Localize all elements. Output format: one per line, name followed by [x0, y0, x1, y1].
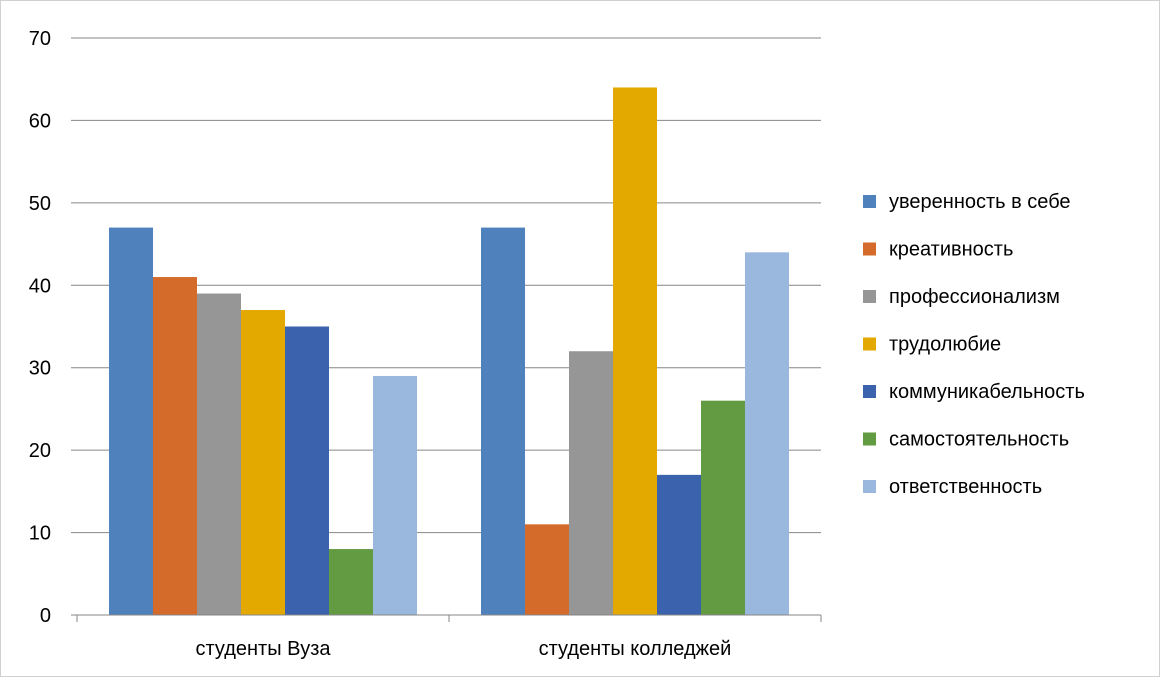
bar-2-1	[153, 277, 197, 615]
bar-3-2	[569, 351, 613, 615]
y-axis-tick-labels: 0 10 20 30 40 50 60 70	[29, 28, 51, 627]
bar-1-1	[109, 227, 153, 616]
bar-3-1	[197, 293, 241, 615]
category-label: студенты колледжей	[539, 638, 732, 660]
bar-2-2	[525, 524, 569, 615]
y-tick-label: 60	[29, 110, 51, 132]
bar-4-1	[241, 310, 285, 615]
legend-swatch	[863, 432, 876, 446]
legend-swatch	[863, 195, 876, 208]
y-tick-label: 20	[29, 440, 51, 462]
legend-label: коммуникабельность	[889, 381, 1085, 403]
x-axis-category-labels: студенты Вуза студенты колледжей	[195, 638, 731, 660]
bar-7-1	[373, 375, 417, 615]
legend-label: трудолюбие	[889, 334, 1001, 356]
bar-7-2	[745, 252, 789, 616]
bar-6-2	[701, 400, 745, 615]
legend-swatch	[863, 242, 876, 256]
legend: уверенность в себе креативность профессион…	[863, 191, 1085, 498]
bar-5-1	[285, 326, 329, 615]
legend-swatch	[863, 337, 876, 351]
legend-label: ответственность	[889, 476, 1042, 498]
bar-4-2	[613, 87, 657, 615]
legend-swatch	[863, 290, 876, 303]
x-axis	[71, 614, 822, 622]
bar-6-1	[329, 549, 373, 615]
legend-label: уверенность в себе	[889, 191, 1071, 213]
legend-label: креативность	[889, 239, 1013, 261]
category-label: студенты Вуза	[195, 638, 331, 660]
y-tick-label: 10	[29, 523, 51, 545]
bar-5-2	[657, 474, 701, 615]
bar-1-2	[481, 227, 525, 616]
bars	[109, 87, 789, 616]
y-tick-label: 50	[29, 193, 51, 215]
legend-swatch	[863, 480, 876, 493]
legend-label: профессионализм	[889, 286, 1060, 308]
y-tick-label: 0	[40, 605, 51, 627]
y-tick-label: 40	[29, 275, 51, 297]
legend-swatch	[863, 385, 876, 398]
y-tick-label: 30	[29, 358, 51, 380]
legend-label: самостоятельность	[889, 429, 1069, 451]
y-tick-label: 70	[29, 28, 51, 50]
